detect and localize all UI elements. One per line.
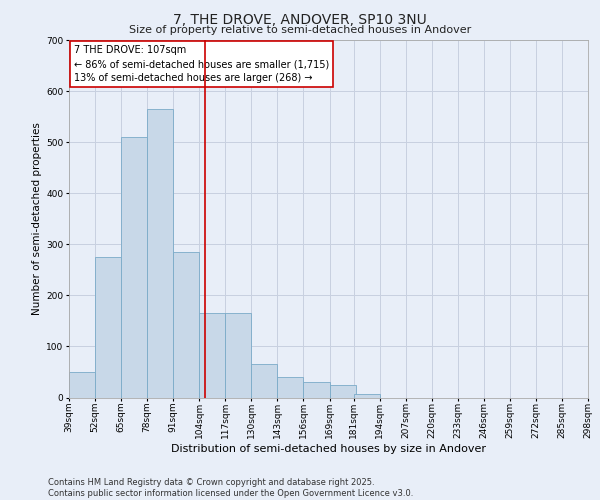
Bar: [251, 364, 277, 398]
Text: 7 THE DROVE: 107sqm
← 86% of semi-detached houses are smaller (1,715)
13% of sem: 7 THE DROVE: 107sqm ← 86% of semi-detach…: [74, 46, 329, 84]
Text: Contains HM Land Registry data © Crown copyright and database right 2025.
Contai: Contains HM Land Registry data © Crown c…: [48, 478, 413, 498]
Bar: [173, 252, 199, 398]
Bar: [277, 377, 304, 398]
Bar: [69, 372, 95, 398]
Bar: [121, 137, 147, 398]
Bar: [226, 313, 251, 398]
Bar: [353, 394, 380, 398]
X-axis label: Distribution of semi-detached houses by size in Andover: Distribution of semi-detached houses by …: [171, 444, 486, 454]
Text: Size of property relative to semi-detached houses in Andover: Size of property relative to semi-detach…: [129, 25, 471, 35]
Bar: [304, 382, 329, 398]
Bar: [147, 109, 173, 398]
Bar: [95, 257, 121, 398]
Y-axis label: Number of semi-detached properties: Number of semi-detached properties: [32, 122, 42, 315]
Bar: [329, 384, 356, 398]
Text: 7, THE DROVE, ANDOVER, SP10 3NU: 7, THE DROVE, ANDOVER, SP10 3NU: [173, 12, 427, 26]
Bar: [199, 313, 226, 398]
